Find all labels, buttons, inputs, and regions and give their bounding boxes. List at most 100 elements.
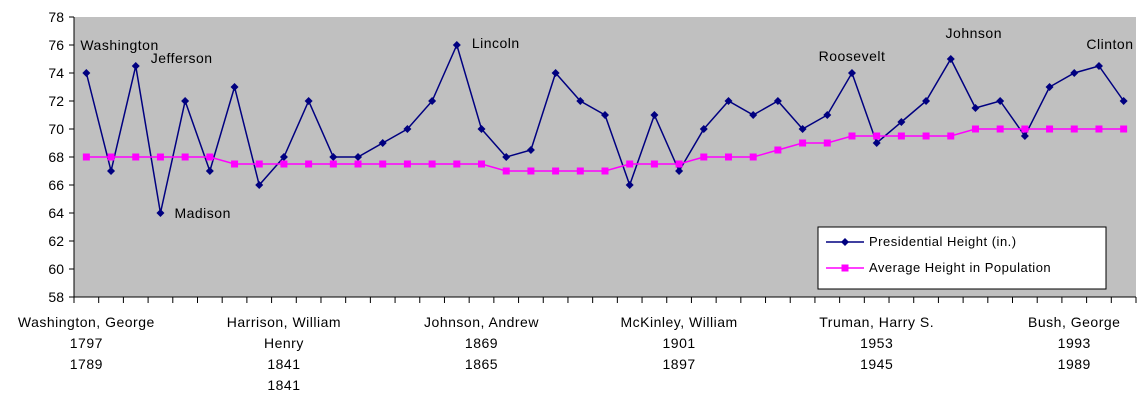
point-population	[1095, 125, 1103, 133]
point-height	[576, 97, 585, 105]
point-population	[1021, 125, 1029, 133]
x-tick-label: 1901	[663, 335, 696, 351]
x-tick-label: Johnson, Andrew	[424, 314, 539, 330]
y-tick-label: 74	[48, 65, 64, 81]
point-population	[206, 153, 214, 161]
point-population	[231, 160, 239, 168]
annotation-label: Clinton	[1086, 36, 1133, 52]
x-tick-label: 1869	[465, 335, 498, 351]
point-height	[205, 167, 214, 175]
y-tick-label: 66	[48, 177, 64, 193]
point-population	[107, 153, 115, 161]
point-height	[279, 153, 288, 161]
point-population	[749, 153, 757, 161]
point-population	[329, 160, 337, 168]
point-population	[576, 167, 584, 175]
point-height	[996, 97, 1005, 105]
point-height	[823, 111, 832, 119]
point-height	[650, 111, 659, 119]
point-population	[848, 132, 856, 140]
point-population	[255, 160, 263, 168]
point-height	[502, 153, 511, 161]
legend-box	[817, 226, 1107, 290]
point-height	[872, 139, 881, 147]
x-tick-label: 1841	[267, 356, 300, 372]
y-tick-label: 64	[48, 205, 64, 221]
point-population	[650, 160, 658, 168]
point-population	[428, 160, 436, 168]
point-population	[379, 160, 387, 168]
point-height	[897, 118, 906, 126]
point-height	[304, 97, 313, 105]
y-tick-label: 78	[48, 9, 64, 25]
point-height	[699, 125, 708, 133]
point-population	[280, 160, 288, 168]
legend: Presidential Height (in.) Average Height…	[817, 226, 1107, 290]
y-tick-label: 58	[48, 289, 64, 305]
point-height	[551, 69, 560, 77]
y-tick-label: 76	[48, 37, 64, 53]
point-height	[82, 69, 91, 77]
y-tick-label: 68	[48, 149, 64, 165]
point-height	[329, 153, 338, 161]
point-population	[478, 160, 486, 168]
point-height	[946, 55, 955, 63]
point-height	[971, 104, 980, 112]
y-tick-label: 62	[48, 233, 64, 249]
point-height	[156, 209, 165, 217]
annotation-label: Lincoln	[472, 35, 520, 51]
point-population	[873, 132, 881, 140]
legend-marker-height	[841, 238, 849, 246]
point-population	[305, 160, 313, 168]
legend-label-height: Presidential Height (in.)	[869, 234, 1017, 249]
x-tick-label: 1897	[663, 356, 696, 372]
x-tick-label: 1841	[267, 377, 300, 393]
point-height	[378, 139, 387, 147]
y-tick-label: 60	[48, 261, 64, 277]
x-tick-label: 1797	[70, 335, 103, 351]
point-population	[527, 167, 535, 175]
point-population	[897, 132, 905, 140]
point-height	[526, 146, 535, 154]
point-population	[502, 167, 510, 175]
point-height	[798, 125, 807, 133]
x-tick-label: Washington, George	[18, 314, 155, 330]
annotation-label: Roosevelt	[819, 48, 886, 64]
annotation-label: Johnson	[946, 25, 1002, 41]
point-population	[947, 132, 955, 140]
point-population	[700, 153, 708, 161]
point-population	[799, 139, 807, 147]
point-height	[601, 111, 609, 119]
point-population	[181, 153, 189, 161]
point-population	[774, 146, 782, 154]
annotation-label: Washington	[80, 37, 158, 53]
point-population	[1070, 125, 1078, 133]
point-height	[1020, 132, 1029, 140]
point-population	[403, 160, 411, 168]
point-height	[625, 181, 634, 189]
point-population	[823, 139, 831, 147]
point-population	[724, 153, 732, 161]
point-population	[626, 160, 634, 168]
point-height	[181, 97, 190, 105]
x-tick-label: Bush, George	[1028, 314, 1120, 330]
x-tick-label: 1953	[860, 335, 893, 351]
x-tick-label: 1789	[70, 356, 103, 372]
legend-marker-population	[841, 264, 849, 272]
point-population	[675, 160, 683, 168]
x-tick-label: 1989	[1058, 356, 1091, 372]
point-height	[724, 97, 733, 105]
point-height	[773, 97, 782, 105]
point-height	[1070, 69, 1079, 77]
point-height	[131, 62, 140, 70]
point-population	[996, 125, 1004, 133]
point-population	[1046, 125, 1054, 133]
point-height	[354, 153, 363, 161]
point-population	[132, 153, 140, 161]
x-tick-label: 1865	[465, 356, 498, 372]
point-population	[971, 125, 979, 133]
point-height	[255, 181, 264, 189]
point-height	[1094, 62, 1103, 70]
legend-label-population: Average Height in Population	[869, 260, 1051, 275]
